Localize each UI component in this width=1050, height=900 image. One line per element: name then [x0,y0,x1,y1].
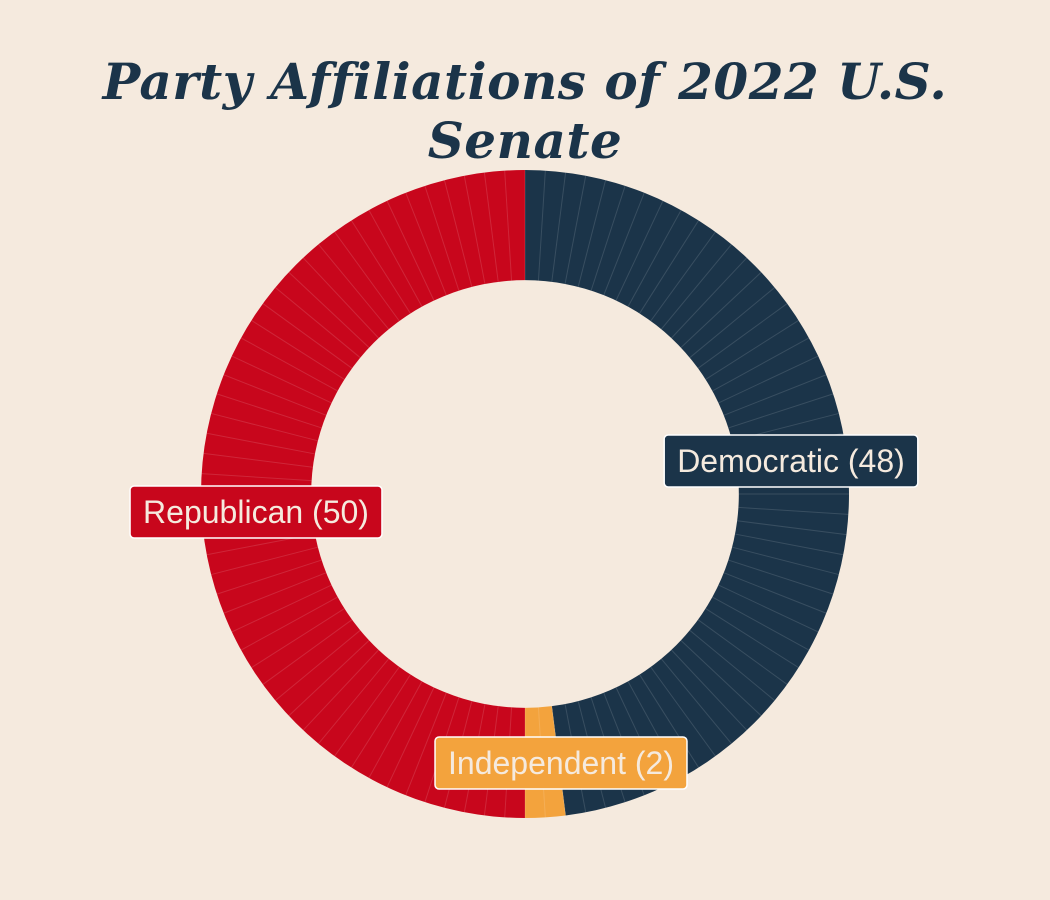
seat-separator [203,452,313,468]
seat-separator [302,649,379,731]
label-text-republican: Republican (50) [143,494,369,530]
seat-separator [275,287,361,359]
label-box-democratic [663,434,919,488]
seat-separator [318,244,390,330]
seat-separator [443,180,473,288]
seat-separator [671,649,748,731]
seat-separator [734,533,844,556]
seat-separator [537,170,546,281]
slice-republican [201,170,525,818]
seat-separator [211,546,319,576]
seat-separator [302,257,379,339]
seat-separator [240,596,338,651]
label-independent: Independent (2) [434,736,688,790]
label-text-independent: Independent (2) [448,745,674,781]
seat-separator [424,185,460,291]
seat-separator [738,506,849,515]
seat-separator [262,619,353,685]
seat-separator [405,192,447,296]
seat-separator [483,172,499,282]
seat-separator [712,337,810,392]
seat-separator [689,287,775,359]
seat-separator [231,584,332,633]
seat-separator [386,200,435,301]
seat-separator [627,209,682,307]
label-box-republican [129,485,383,539]
seat-separator [251,319,345,380]
seat-separator [216,393,322,429]
seat-separator [318,658,390,744]
seat-separator [223,572,327,614]
seat-separator [728,559,834,595]
seat-separator [564,175,587,285]
seat-separator [737,520,847,536]
seat-separator [463,175,486,285]
seat-separator [240,337,338,392]
seat-separator [731,546,839,576]
seat-separator [350,220,411,314]
seat-separator [206,432,316,455]
chart-title: Party Affiliations of 2022 U.S. Senate [102,52,948,170]
seat-separator [262,303,353,369]
seat-separator [368,209,423,307]
seat-separator [590,185,626,291]
seat-separator [639,220,700,314]
seat-separator [216,559,322,595]
seat-separator [223,374,327,416]
seat-separator [577,180,607,288]
seat-separator [671,257,748,339]
seat-separator [718,355,819,404]
seat-separator [639,674,700,768]
label-republican: Republican (50) [129,485,383,539]
seat-separator [368,681,423,779]
seat-separator [551,172,567,282]
seat-separator [680,271,762,348]
seat-separator [650,231,716,322]
slice-labels: Democratic (48) Independent (2) Republican… [129,434,919,790]
seat-separator [211,412,319,442]
seat-separator [697,619,788,685]
seat-separator [275,629,361,701]
seat-separator [705,608,799,669]
seat-separator [350,674,411,768]
seat-separator [712,596,810,651]
seat-separator [603,192,645,296]
seat-separator [288,640,370,717]
seat-separator [728,393,834,429]
seat-separator [288,271,370,348]
slice-democratic [525,170,850,816]
seat-separator [231,355,332,404]
seat-separator [650,666,716,757]
seat-separator [251,608,345,669]
seat-separator [334,231,400,322]
seat-separator [660,244,732,330]
seat-separator [689,629,775,701]
seat-separator [680,640,762,717]
seat-separator [705,319,799,380]
seat-separator [504,170,513,281]
label-democratic: Democratic (48) [663,434,919,488]
seat-separator [405,692,447,796]
seat-separator [660,658,732,744]
label-box-independent [434,736,688,790]
seat-separator [615,200,664,301]
seat-separator [723,374,827,416]
seat-separator [386,687,435,788]
seat-separator [201,473,312,482]
seat-separator [718,584,819,633]
seat-separator [334,666,400,757]
seat-separator [697,303,788,369]
label-text-democratic: Democratic (48) [677,443,905,479]
seat-separator [723,572,827,614]
